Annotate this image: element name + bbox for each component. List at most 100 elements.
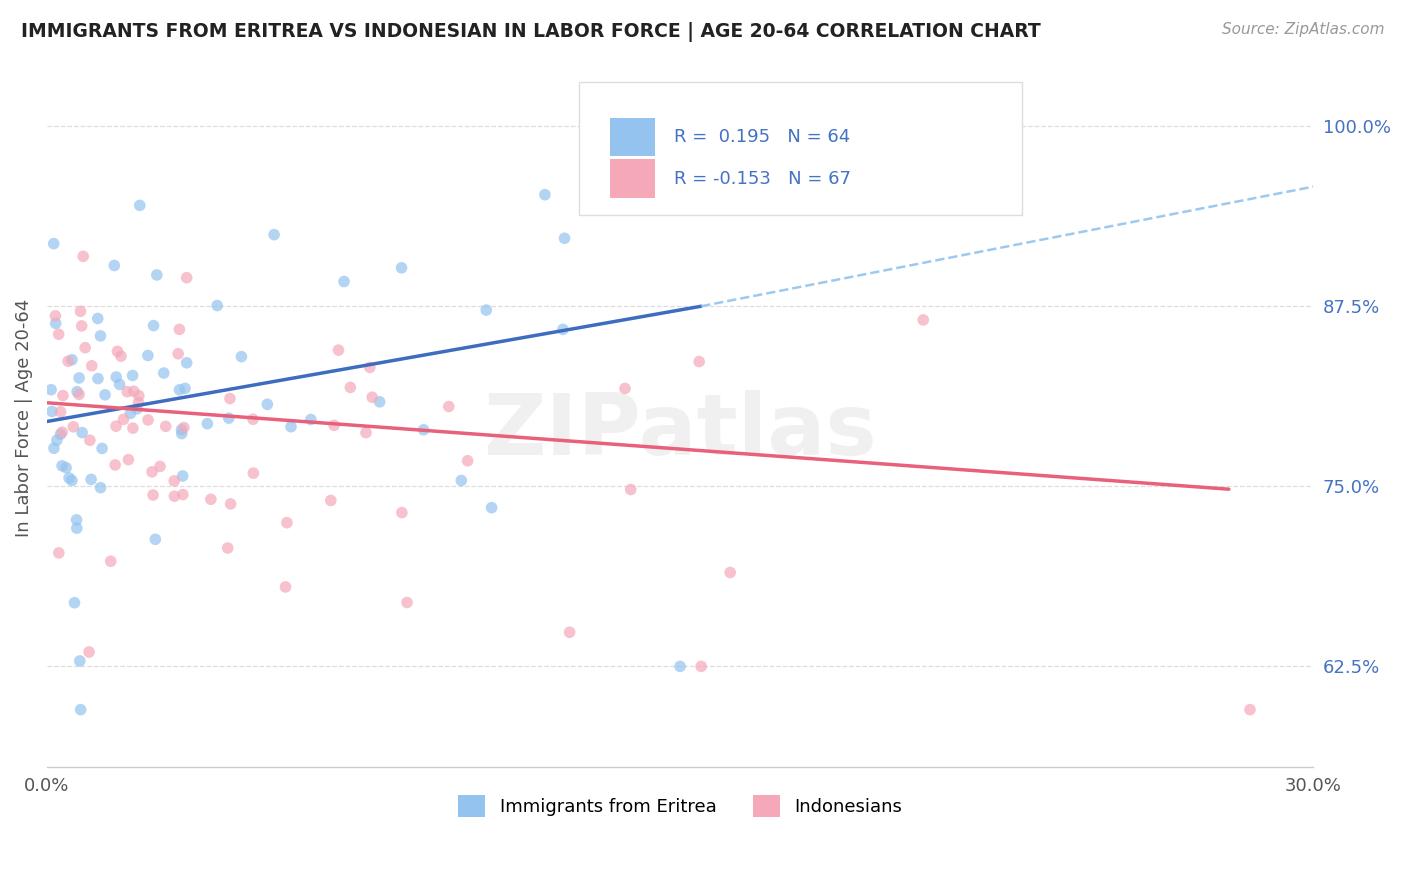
Point xyxy=(52,388,75,402)
Point xyxy=(105,419,128,434)
Point xyxy=(323,418,346,433)
Point xyxy=(60,474,83,488)
Point xyxy=(167,347,190,361)
Point xyxy=(1239,703,1261,717)
Point xyxy=(688,354,710,368)
Point xyxy=(51,458,73,473)
Point xyxy=(45,434,67,448)
Point xyxy=(554,231,576,245)
Point xyxy=(75,341,97,355)
Point xyxy=(391,506,413,520)
Bar xyxy=(610,118,655,156)
Point xyxy=(149,459,172,474)
Point xyxy=(319,493,342,508)
Point xyxy=(412,423,434,437)
Point xyxy=(77,645,100,659)
Point xyxy=(163,489,186,503)
Point xyxy=(90,481,112,495)
Point xyxy=(112,412,135,426)
Point xyxy=(339,380,361,394)
Text: Source: ZipAtlas.com: Source: ZipAtlas.com xyxy=(1222,22,1385,37)
Point xyxy=(91,442,114,456)
Point xyxy=(205,299,228,313)
Point xyxy=(219,497,242,511)
Point xyxy=(173,420,195,434)
Point xyxy=(219,392,242,406)
Point xyxy=(155,419,177,434)
Point xyxy=(391,260,413,275)
Point xyxy=(172,487,194,501)
Point xyxy=(60,352,83,367)
Point xyxy=(94,388,117,402)
Point xyxy=(87,311,110,326)
Point xyxy=(276,516,298,530)
Point xyxy=(437,400,460,414)
Point xyxy=(48,327,70,342)
Point xyxy=(669,659,692,673)
Point xyxy=(42,442,65,456)
Point xyxy=(42,236,65,251)
FancyBboxPatch shape xyxy=(579,82,1022,215)
Point xyxy=(104,458,127,472)
Point xyxy=(70,318,93,333)
Point xyxy=(534,187,557,202)
Point xyxy=(263,227,285,242)
Point xyxy=(176,270,198,285)
Point xyxy=(125,401,148,416)
Point xyxy=(105,370,128,384)
Point xyxy=(217,541,239,555)
Point xyxy=(41,404,63,418)
Point xyxy=(80,472,103,486)
Point xyxy=(170,426,193,441)
Y-axis label: In Labor Force | Age 20-64: In Labor Force | Age 20-64 xyxy=(15,299,32,537)
Point xyxy=(48,546,70,560)
Point xyxy=(136,349,159,363)
Point xyxy=(457,454,479,468)
Text: R =  0.195   N = 64: R = 0.195 N = 64 xyxy=(673,128,851,146)
Point xyxy=(395,595,418,609)
Point xyxy=(361,390,384,404)
Point xyxy=(121,421,143,435)
Point xyxy=(122,384,145,399)
Point xyxy=(718,566,741,580)
Point xyxy=(136,413,159,427)
Point xyxy=(120,406,142,420)
Point xyxy=(128,198,150,212)
Point xyxy=(299,412,322,426)
Point xyxy=(195,417,218,431)
Point xyxy=(481,500,503,515)
Point xyxy=(242,466,264,480)
Point xyxy=(354,425,377,440)
Point xyxy=(69,304,91,318)
Point xyxy=(108,377,131,392)
Point xyxy=(56,354,79,368)
Point xyxy=(368,394,391,409)
Point xyxy=(128,389,150,403)
Point xyxy=(49,427,72,442)
Point xyxy=(280,419,302,434)
Point xyxy=(70,425,93,440)
Point xyxy=(152,366,174,380)
Point xyxy=(107,344,129,359)
Point xyxy=(72,249,94,263)
Point xyxy=(172,469,194,483)
Point xyxy=(110,349,132,363)
Bar xyxy=(610,160,655,198)
Point xyxy=(475,303,498,318)
Point xyxy=(67,387,90,401)
Point xyxy=(58,471,80,485)
Point xyxy=(79,434,101,448)
Point xyxy=(143,533,166,547)
Point xyxy=(65,513,87,527)
Point xyxy=(170,423,193,437)
Point xyxy=(614,381,637,395)
Point xyxy=(69,654,91,668)
Point xyxy=(274,580,297,594)
Point xyxy=(141,465,163,479)
Point xyxy=(169,322,191,336)
Point xyxy=(912,313,935,327)
Point xyxy=(87,371,110,385)
Point xyxy=(176,356,198,370)
Point xyxy=(218,411,240,425)
Point xyxy=(328,343,350,357)
